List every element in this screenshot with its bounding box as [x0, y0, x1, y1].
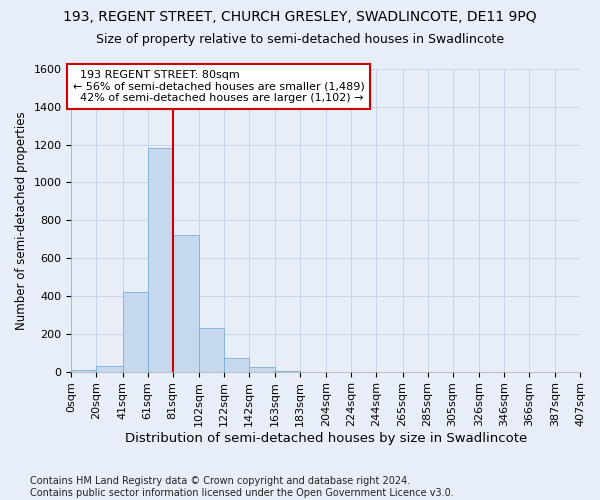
- Bar: [71, 370, 97, 372]
- Bar: [148, 148, 173, 372]
- Y-axis label: Number of semi-detached properties: Number of semi-detached properties: [15, 111, 28, 330]
- Bar: [97, 366, 122, 372]
- X-axis label: Distribution of semi-detached houses by size in Swadlincote: Distribution of semi-detached houses by …: [125, 432, 527, 445]
- Text: Contains HM Land Registry data © Crown copyright and database right 2024.
Contai: Contains HM Land Registry data © Crown c…: [30, 476, 454, 498]
- Bar: [122, 292, 148, 372]
- Bar: [275, 370, 300, 372]
- Bar: [173, 236, 199, 372]
- Text: 193, REGENT STREET, CHURCH GRESLEY, SWADLINCOTE, DE11 9PQ: 193, REGENT STREET, CHURCH GRESLEY, SWAD…: [63, 10, 537, 24]
- Bar: [224, 358, 249, 372]
- Text: 193 REGENT STREET: 80sqm
← 56% of semi-detached houses are smaller (1,489)
  42%: 193 REGENT STREET: 80sqm ← 56% of semi-d…: [73, 70, 364, 103]
- Bar: [199, 328, 224, 372]
- Text: Size of property relative to semi-detached houses in Swadlincote: Size of property relative to semi-detach…: [96, 32, 504, 46]
- Bar: [249, 367, 275, 372]
